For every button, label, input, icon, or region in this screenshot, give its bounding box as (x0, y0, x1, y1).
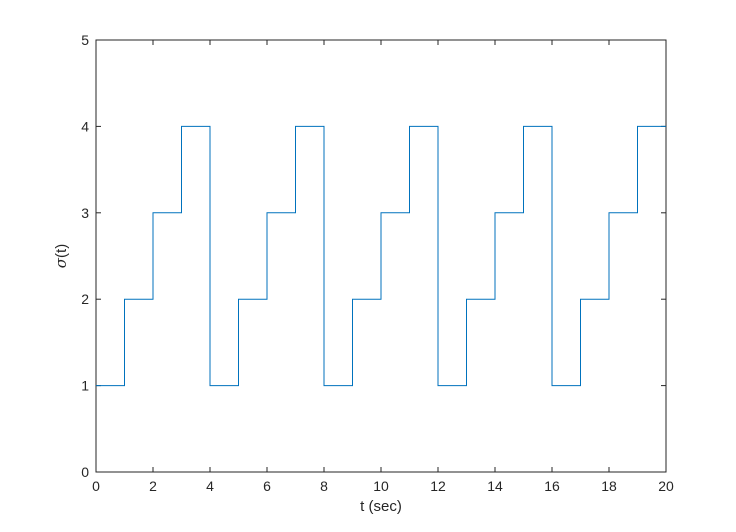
x-axis-label: t (sec) (360, 498, 402, 515)
x-tick-label: 2 (149, 478, 157, 494)
y-tick-label: 4 (81, 118, 89, 134)
x-tick-label: 0 (92, 478, 100, 494)
y-axis-label: σ(t) (52, 244, 70, 268)
y-tick-label: 0 (81, 464, 89, 480)
x-tick-label: 12 (430, 478, 446, 494)
y-axis-ticks: 0 1 2 3 4 5 (81, 32, 666, 480)
sigma-step-line (96, 125, 666, 387)
x-tick-label: 8 (320, 478, 328, 494)
y-tick-label: 1 (81, 378, 89, 394)
x-tick-label: 18 (601, 478, 617, 494)
y-tick-label: 3 (81, 205, 89, 221)
x-tick-label: 14 (487, 478, 503, 494)
x-tick-label: 10 (373, 478, 389, 494)
y-tick-label: 2 (81, 291, 89, 307)
y-axis-label-symbol: σ (52, 257, 70, 268)
x-tick-label: 6 (263, 478, 271, 494)
x-tick-label: 16 (544, 478, 560, 494)
x-tick-label: 20 (658, 478, 674, 494)
y-axis-label-rest: (t) (53, 244, 70, 258)
x-tick-label: 4 (206, 478, 214, 494)
y-tick-label: 5 (81, 32, 89, 48)
x-axis-ticks: 0 2 4 6 8 10 12 14 16 18 20 (92, 40, 674, 494)
